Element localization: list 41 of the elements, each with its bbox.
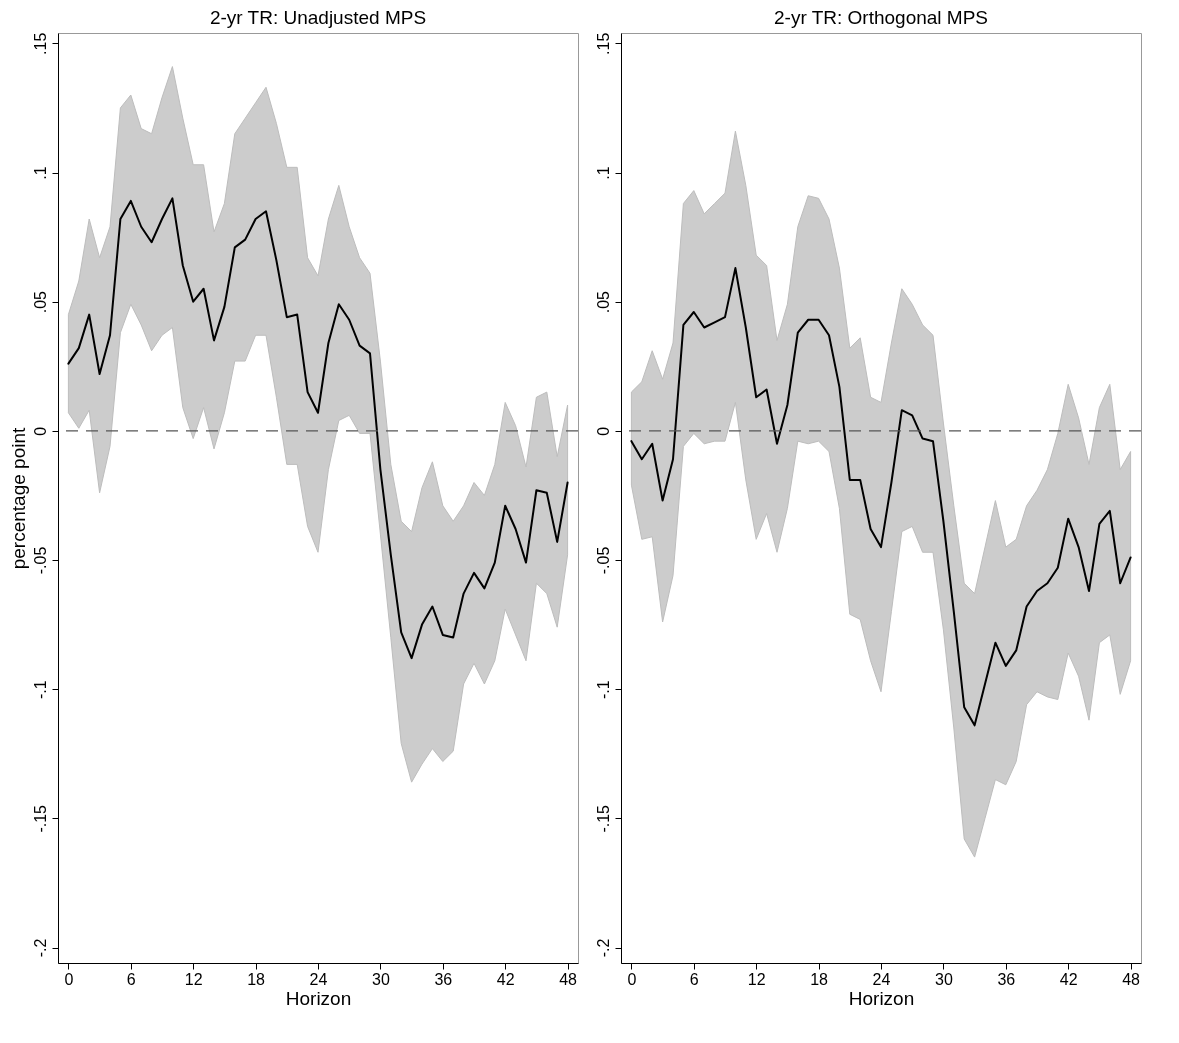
x-tick-label: 42 [496, 970, 515, 988]
y-tick-label: -.05 [31, 546, 49, 575]
line-series [67, 197, 569, 660]
x-tick-label: 30 [935, 970, 953, 988]
line-series [630, 267, 1132, 727]
x-tick-label: 6 [689, 970, 699, 988]
y-tick-label: .1 [31, 166, 49, 180]
y-tick-label: .1 [594, 166, 612, 180]
y-tick-label: -.2 [31, 938, 49, 958]
y-tick-label: 0 [31, 426, 49, 436]
y-tick-label: -.2 [594, 938, 612, 958]
x-tick-label: 12 [747, 970, 766, 988]
x-tick-label: 18 [810, 970, 829, 988]
x-tick-label: 24 [872, 970, 891, 988]
x-tick-label: 42 [1059, 970, 1078, 988]
x-axis-title: Horizon [285, 987, 352, 1009]
x-tick-label: 30 [372, 970, 390, 988]
x-tick-label: 48 [1122, 970, 1141, 988]
y-tick-label: -.1 [31, 680, 49, 699]
x-tick-label: 6 [126, 970, 136, 988]
x-tick-label: 18 [247, 970, 266, 988]
x-tick-label: 0 [627, 970, 637, 988]
y-tick-label: -.05 [594, 546, 612, 575]
y-tick-label: .05 [594, 290, 612, 314]
y-tick-label: 0 [594, 426, 612, 436]
y-tick-label: .15 [594, 32, 612, 55]
y-tick-label: -.1 [594, 680, 612, 699]
chart-title: 2-yr TR: Orthogonal MPS [773, 7, 989, 29]
x-tick-label: 0 [64, 970, 74, 988]
y-tick-label: -.15 [594, 804, 612, 833]
x-axis-title: Horizon [848, 987, 915, 1009]
y-tick-label: -.15 [31, 804, 49, 833]
y-tick-label: .15 [31, 32, 49, 55]
x-tick-label: 36 [434, 970, 453, 988]
x-tick-label: 48 [559, 970, 578, 988]
x-tick-label: 12 [184, 970, 203, 988]
y-axis-title: percentage point [7, 427, 29, 570]
y-tick-label: .05 [31, 290, 49, 314]
chart-title: 2-yr TR: Unadjusted MPS [209, 7, 427, 29]
x-tick-label: 24 [309, 970, 328, 988]
x-tick-label: 36 [997, 970, 1016, 988]
